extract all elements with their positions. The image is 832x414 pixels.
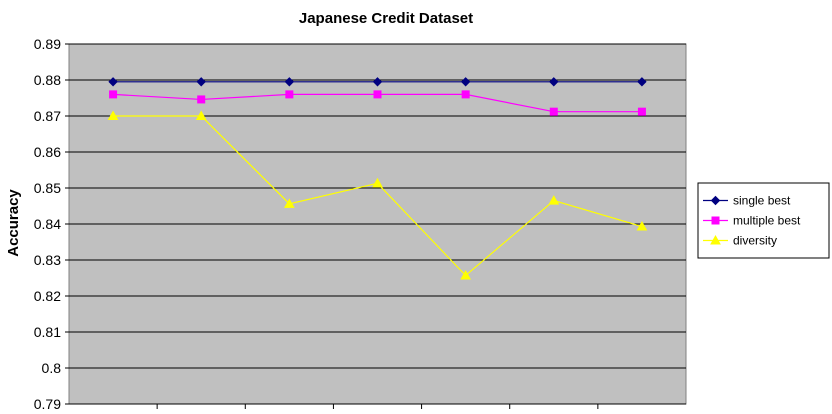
legend-label-diversity: diversity bbox=[733, 234, 777, 248]
data-point-single-best bbox=[549, 77, 559, 87]
data-point-single-best bbox=[284, 77, 295, 87]
data-point-multiple-best bbox=[461, 90, 470, 99]
y-tick-label: 0.87 bbox=[34, 108, 61, 124]
chart-title: Japanese Credit Dataset bbox=[299, 10, 473, 27]
y-tick-label: 0.84 bbox=[34, 216, 61, 232]
data-point-single-best bbox=[108, 77, 118, 87]
data-point-single-best bbox=[372, 77, 383, 87]
y-tick-label: 0.81 bbox=[34, 324, 61, 340]
series-lines bbox=[107, 77, 648, 280]
data-point-multiple-best bbox=[285, 90, 294, 99]
y-tick-label: 0.82 bbox=[34, 288, 61, 304]
data-point-diversity bbox=[195, 110, 207, 120]
data-point-diversity bbox=[107, 110, 119, 120]
data-point-diversity bbox=[636, 221, 648, 231]
data-point-diversity bbox=[460, 269, 471, 280]
legend-marker-multiple-best bbox=[711, 216, 720, 225]
data-point-multiple-best bbox=[637, 107, 646, 116]
data-point-diversity bbox=[284, 198, 295, 208]
data-point-multiple-best bbox=[109, 90, 118, 99]
data-point-single-best bbox=[460, 77, 471, 87]
data-point-single-best bbox=[196, 77, 206, 87]
legend-label-multiple-best: multiple best bbox=[733, 214, 801, 228]
data-point-diversity bbox=[372, 177, 383, 188]
y-tick-label: 0.8 bbox=[42, 360, 62, 376]
data-point-diversity bbox=[548, 195, 560, 205]
y-tick-label: 0.86 bbox=[34, 144, 61, 160]
y-tick-label: 0.79 bbox=[34, 396, 61, 412]
legend: single best multiple best diversity bbox=[697, 182, 830, 259]
legend-label-single-best: single best bbox=[733, 194, 791, 208]
y-tick-label: 0.89 bbox=[34, 36, 61, 52]
legend-marker-diversity bbox=[710, 234, 721, 245]
data-point-multiple-best bbox=[373, 90, 382, 99]
y-tick-label: 0.88 bbox=[34, 72, 61, 88]
x-axis-ticks bbox=[69, 403, 686, 409]
data-point-multiple-best bbox=[549, 107, 558, 116]
y-tick-label: 0.85 bbox=[34, 180, 61, 196]
legend-marker-single-best bbox=[710, 195, 721, 206]
y-tick-label: 0.83 bbox=[34, 252, 61, 268]
gridlines bbox=[69, 43, 686, 405]
data-point-single-best bbox=[637, 77, 647, 87]
data-point-multiple-best bbox=[197, 95, 206, 104]
y-axis-ticks: 0.89 0.88 0.87 0.86 0.85 0.84 0.83 0.82 0.81 0.8 0… bbox=[34, 36, 69, 412]
y-axis-label: Accuracy bbox=[5, 189, 22, 257]
